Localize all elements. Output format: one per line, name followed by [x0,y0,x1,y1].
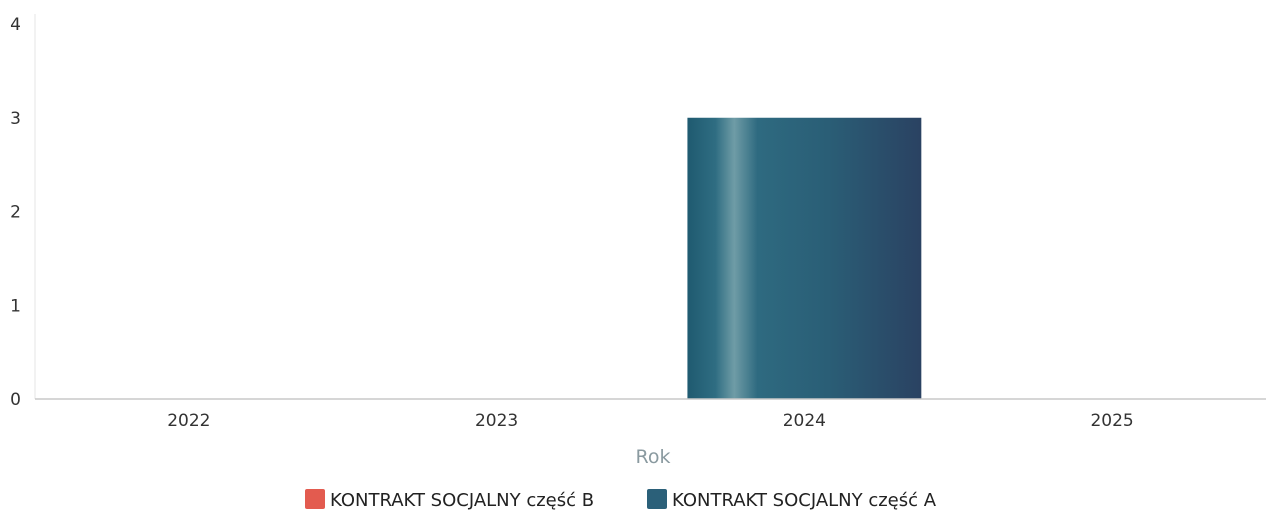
x-axis: 2022 2023 2024 2025 [35,398,1266,431]
x-tick-label: 2022 [167,411,210,431]
x-axis-title: Rok [636,446,671,468]
legend-label: KONTRAKT SOCJALNY część A [672,490,937,511]
y-tick-label: 1 [10,296,21,316]
y-tick-label: 0 [10,390,21,410]
plot-area [687,117,922,399]
bar-kontrakt-socjalny-cz-a-2024[interactable] [687,117,922,399]
y-tick-label: 4 [10,15,21,35]
y-axis: 0 1 2 3 4 [10,14,36,410]
legend-swatch [305,489,325,509]
legend-swatch [647,489,667,509]
y-tick-label: 2 [10,203,21,223]
x-tick-label: 2023 [475,411,518,431]
x-tick-label: 2025 [1090,411,1133,431]
legend: KONTRAKT SOCJALNY część B KONTRAKT SOCJAL… [305,489,937,511]
x-tick-label: 2024 [783,411,826,431]
y-tick-label: 3 [10,109,21,129]
legend-label: KONTRAKT SOCJALNY część B [330,490,594,511]
